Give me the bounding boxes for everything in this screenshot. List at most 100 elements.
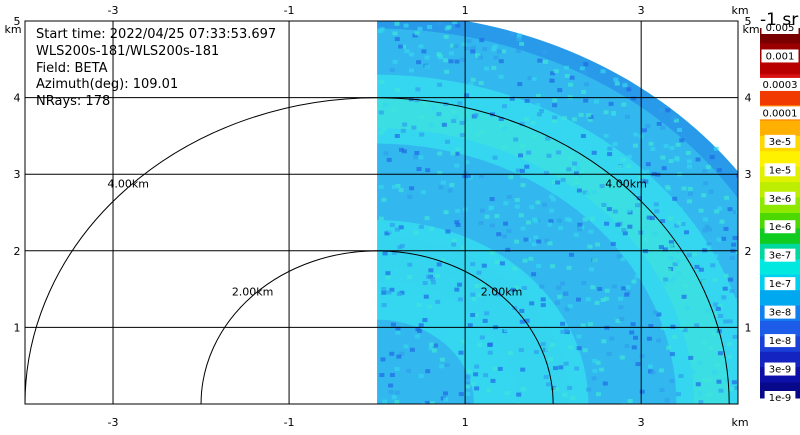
data-cell bbox=[729, 255, 735, 260]
data-cell bbox=[745, 221, 750, 225]
colorbar-label-bg bbox=[764, 305, 796, 319]
data-cell bbox=[515, 49, 521, 54]
data-cell bbox=[540, 303, 546, 308]
data-cell bbox=[687, 164, 692, 169]
data-cell bbox=[432, 343, 438, 348]
data-cell bbox=[380, 357, 386, 362]
data-cell bbox=[697, 391, 703, 396]
data-cell bbox=[489, 250, 495, 255]
data-cell bbox=[540, 297, 546, 302]
colorbar-label: 1e-8 bbox=[769, 336, 792, 347]
data-cell bbox=[481, 263, 487, 268]
data-cell bbox=[599, 184, 605, 189]
data-cell bbox=[466, 369, 472, 374]
data-cell bbox=[505, 247, 511, 252]
plot-frame bbox=[24, 20, 739, 405]
data-cell bbox=[752, 213, 757, 217]
data-cell bbox=[471, 297, 477, 301]
data-cell bbox=[574, 171, 579, 176]
data-cell bbox=[621, 102, 627, 107]
data-cell bbox=[585, 191, 591, 196]
data-cell bbox=[539, 317, 545, 322]
data-cell bbox=[715, 306, 721, 311]
data-cell bbox=[631, 345, 637, 350]
colorbar-label: 0.001 bbox=[766, 51, 795, 62]
data-cell bbox=[626, 87, 632, 92]
data-cell bbox=[733, 306, 738, 311]
data-cell bbox=[690, 369, 696, 374]
data-cell bbox=[569, 199, 575, 204]
data-cell bbox=[563, 291, 569, 296]
data-cell bbox=[516, 392, 522, 397]
data-cell bbox=[457, 282, 462, 287]
data-cell bbox=[457, 318, 463, 322]
data-cell bbox=[675, 142, 681, 147]
data-cell bbox=[496, 232, 502, 237]
data-cell bbox=[728, 277, 734, 282]
data-cell bbox=[544, 347, 550, 352]
data-cell bbox=[681, 346, 687, 351]
data-cell bbox=[509, 96, 515, 101]
data-cell bbox=[587, 117, 593, 122]
data-cell bbox=[706, 288, 712, 293]
data-cell bbox=[591, 150, 597, 155]
data-cell bbox=[620, 157, 626, 162]
data-cell bbox=[519, 308, 525, 313]
data-cell bbox=[522, 258, 528, 263]
data-cell bbox=[621, 228, 627, 233]
data-cell bbox=[459, 133, 465, 138]
data-cell bbox=[443, 397, 449, 402]
data-cell bbox=[582, 217, 588, 222]
data-cell bbox=[414, 31, 420, 36]
data-cell bbox=[436, 112, 442, 117]
y-unit-right: km bbox=[742, 23, 759, 36]
colorbar-label: 3e-8 bbox=[769, 308, 792, 319]
data-cell bbox=[519, 168, 525, 173]
data-cell bbox=[399, 351, 405, 356]
data-cell bbox=[681, 294, 687, 299]
data-cell bbox=[397, 245, 403, 250]
data-cell bbox=[677, 127, 682, 132]
data-cell bbox=[590, 285, 596, 290]
data-cell bbox=[437, 21, 443, 25]
data-cell bbox=[731, 242, 737, 247]
data-cell bbox=[592, 358, 598, 363]
data-cell bbox=[612, 142, 618, 146]
data-cell bbox=[423, 294, 429, 299]
data-cell bbox=[478, 81, 484, 85]
data-cell bbox=[686, 253, 692, 258]
data-cell bbox=[653, 310, 658, 315]
data-cell bbox=[564, 307, 570, 312]
data-cell bbox=[673, 242, 679, 247]
data-band bbox=[377, 319, 474, 404]
data-cell bbox=[555, 180, 561, 185]
data-cell bbox=[560, 321, 566, 326]
data-cell bbox=[671, 334, 677, 339]
data-cell bbox=[556, 218, 562, 223]
data-cell bbox=[749, 316, 754, 320]
data-cell bbox=[501, 294, 507, 299]
colorbar-label: 3e-6 bbox=[769, 194, 792, 205]
data-cell bbox=[508, 175, 514, 180]
data-cell bbox=[646, 336, 652, 341]
data-cell bbox=[660, 219, 666, 223]
data-cell bbox=[739, 233, 744, 237]
data-cell bbox=[542, 202, 547, 207]
data-cell bbox=[630, 176, 636, 181]
data-cell bbox=[513, 285, 519, 290]
data-cell bbox=[663, 277, 669, 282]
data-cell bbox=[637, 176, 643, 180]
data-cell bbox=[606, 352, 612, 356]
data-cell bbox=[524, 164, 530, 169]
data-cell bbox=[546, 382, 551, 387]
data-cell bbox=[455, 147, 461, 152]
data-cell bbox=[378, 216, 384, 221]
data-cell bbox=[656, 121, 662, 126]
data-cell bbox=[483, 373, 489, 378]
data-cell bbox=[536, 112, 542, 117]
data-cell bbox=[467, 323, 473, 328]
data-cell bbox=[465, 384, 471, 389]
data-cell bbox=[539, 108, 544, 113]
data-cell bbox=[668, 240, 674, 245]
data-cell bbox=[697, 361, 703, 366]
